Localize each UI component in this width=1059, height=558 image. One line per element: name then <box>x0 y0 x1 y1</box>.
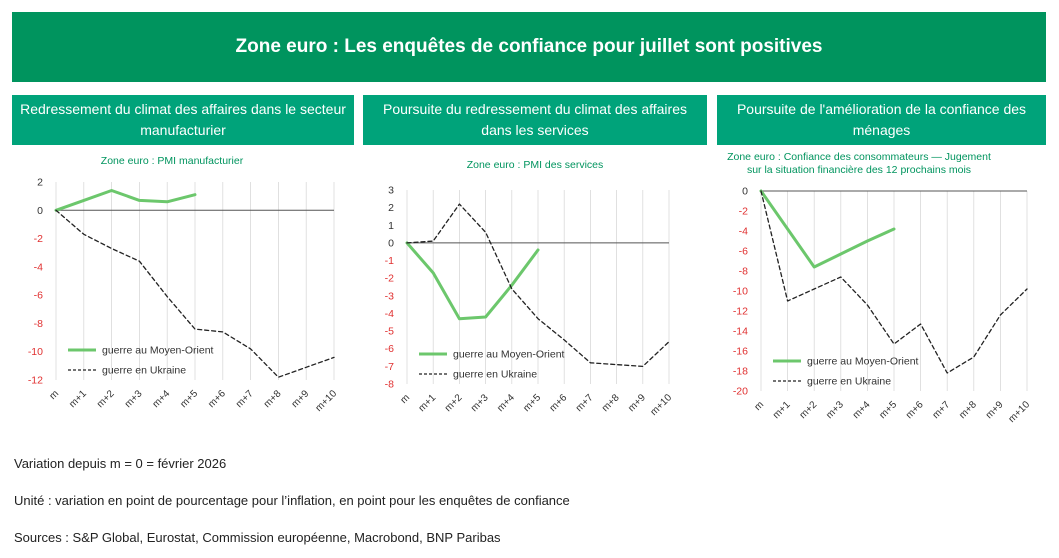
y-tick-label: -10 <box>28 346 43 358</box>
x-tick-label: m+3 <box>469 392 491 414</box>
y-tick-label: -4 <box>385 308 394 320</box>
x-tick-label: m+1 <box>67 388 89 410</box>
note-sources: Sources : S&P Global, Eurostat, Commissi… <box>14 530 501 545</box>
x-tick-label: m+5 <box>877 399 899 421</box>
legend-label: guerre en Ukraine <box>453 369 537 381</box>
panel-header-services: Poursuite du redressement du climat des … <box>363 95 707 145</box>
chart-title: sur la situation financière des 12 proch… <box>747 164 971 176</box>
y-tick-label: -12 <box>28 375 43 387</box>
x-tick-label: m+10 <box>1006 399 1032 425</box>
x-tick-label: m <box>47 388 61 402</box>
x-tick-label: m+8 <box>262 388 284 410</box>
x-tick-label: m+3 <box>123 388 145 410</box>
series-line-ukraine <box>760 190 1028 374</box>
x-tick-label: m+1 <box>771 399 793 421</box>
y-tick-label: 1 <box>388 220 394 232</box>
y-tick-label: -16 <box>733 346 748 358</box>
y-tick-label: 2 <box>37 177 43 189</box>
y-tick-label: 0 <box>37 205 43 217</box>
note-base-period: Variation depuis m = 0 = février 2026 <box>14 456 227 471</box>
x-tick-label: m+7 <box>234 388 256 410</box>
y-tick-label: -2 <box>739 206 748 218</box>
x-tick-label: m+2 <box>798 399 820 421</box>
chart-svg: Zone euro : PMI des services 3 2 1 0 -1 -2 -3 -4… <box>385 159 675 418</box>
chart-pmi-manufacturing: Zone euro : PMI manufacturier 2 0 -2 -4 -6 -8 -… <box>12 148 354 430</box>
x-tick-label: m+4 <box>495 392 517 414</box>
x-tick-label: m+9 <box>626 392 648 414</box>
series-line-moyen-orient <box>54 189 197 212</box>
x-tick-label: m+10 <box>313 388 339 414</box>
y-tick-label: -2 <box>385 273 394 285</box>
x-tick-label: m+4 <box>851 399 873 421</box>
y-tick-label: -4 <box>34 261 43 273</box>
y-tick-label: -8 <box>739 266 748 278</box>
y-tick-label: 2 <box>388 202 394 214</box>
x-tick-label: m+5 <box>521 392 543 414</box>
y-tick-label: -5 <box>385 326 394 338</box>
chart-title: Zone euro : PMI manufacturier <box>101 155 244 167</box>
x-tick-label: m+7 <box>574 392 596 414</box>
x-tick-label: m+5 <box>178 388 200 410</box>
panel-header-text: Redressement du climat des affaires dans… <box>20 101 346 138</box>
x-tick-label: m <box>398 392 412 406</box>
y-tick-label: -20 <box>733 386 748 398</box>
panel-header-text: Poursuite du redressement du climat des … <box>382 101 687 138</box>
series-line-ukraine <box>55 209 335 378</box>
y-tick-label: -2 <box>34 233 43 245</box>
page-title: Zone euro : Les enquêtes de confiance po… <box>235 36 823 57</box>
panel-header-manufacturing: Redressement du climat des affaires dans… <box>12 95 354 145</box>
x-tick-label: m+9 <box>290 388 312 410</box>
y-tick-label: 0 <box>742 186 748 198</box>
y-tick-label: -10 <box>733 286 748 298</box>
y-tick-label: -3 <box>385 290 394 302</box>
legend-label: guerre au Moyen-Orient <box>102 345 214 357</box>
x-tick-label: m+2 <box>95 388 117 410</box>
panel-header-text: Poursuite de l'amélioration de la confia… <box>736 101 1027 138</box>
series-line-moyen-orient <box>405 241 540 321</box>
x-tick-label: m+2 <box>443 392 465 414</box>
series-line-moyen-orient <box>759 189 896 269</box>
y-tick-label: -14 <box>733 326 748 338</box>
legend-label: guerre en Ukraine <box>102 365 186 377</box>
legend-label: guerre au Moyen-Orient <box>807 356 919 368</box>
y-tick-label: -6 <box>739 246 748 258</box>
y-tick-label: -18 <box>733 366 748 378</box>
chart-svg: Zone euro : Confiance des consommateurs … <box>727 151 1032 425</box>
y-tick-label: -6 <box>34 290 43 302</box>
y-tick-label: -4 <box>739 226 748 238</box>
legend-label: guerre en Ukraine <box>807 376 891 388</box>
chart-title: Zone euro : PMI des services <box>467 159 604 171</box>
x-tick-label: m+8 <box>600 392 622 414</box>
y-tick-label: -12 <box>733 306 748 318</box>
page-title-banner: Zone euro : Les enquêtes de confiance po… <box>12 12 1046 82</box>
x-tick-label: m+6 <box>548 392 570 414</box>
x-tick-label: m+8 <box>957 399 979 421</box>
panel-header-households: Poursuite de l'amélioration de la confia… <box>717 95 1046 145</box>
x-tick-label: m+6 <box>904 399 926 421</box>
x-tick-label: m+1 <box>417 392 439 414</box>
y-tick-label: -8 <box>34 318 43 330</box>
chart-pmi-services: Zone euro : PMI des services 3 2 1 0 -1 -2 -3 -4… <box>363 148 707 430</box>
x-tick-label: m+10 <box>648 392 674 418</box>
chart-title: Zone euro : Confiance des consommateurs … <box>727 151 991 163</box>
y-tick-label: -6 <box>385 343 394 355</box>
chart-svg: Zone euro : PMI manufacturier 2 0 -2 -4 -6 -8 -… <box>28 155 340 414</box>
y-tick-label: 0 <box>388 237 394 249</box>
x-tick-label: m+3 <box>824 399 846 421</box>
note-unit: Unité : variation en point de pourcentag… <box>14 493 570 508</box>
x-tick-label: m+4 <box>151 388 173 410</box>
x-tick-label: m <box>752 399 766 413</box>
y-tick-label: 3 <box>388 185 394 197</box>
y-tick-label: -8 <box>385 379 394 391</box>
x-tick-label: m+9 <box>984 399 1006 421</box>
y-tick-label: -1 <box>385 255 394 267</box>
y-tick-label: -7 <box>385 361 394 373</box>
x-tick-label: m+6 <box>206 388 228 410</box>
series-line-ukraine <box>406 203 670 368</box>
legend-label: guerre au Moyen-Orient <box>453 349 565 361</box>
chart-consumer-confidence: Zone euro : Confiance des consommateurs … <box>717 148 1046 430</box>
x-tick-label: m+7 <box>931 399 953 421</box>
